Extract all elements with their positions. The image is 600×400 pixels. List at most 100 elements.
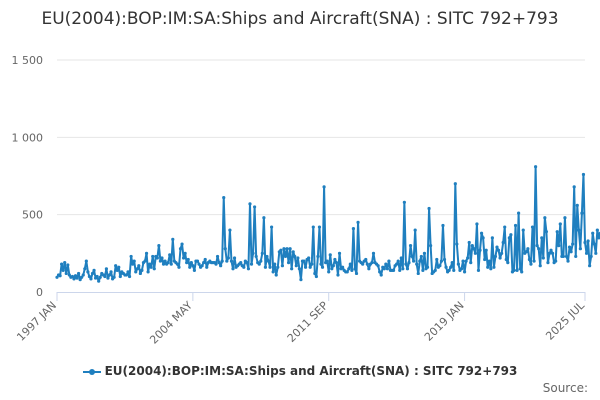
data-point[interactable]: [117, 265, 121, 269]
data-point[interactable]: [143, 259, 147, 263]
data-point[interactable]: [148, 262, 152, 266]
data-point[interactable]: [219, 264, 223, 268]
data-point[interactable]: [518, 267, 522, 271]
data-point[interactable]: [223, 247, 227, 251]
data-point[interactable]: [177, 265, 181, 269]
data-point[interactable]: [435, 257, 439, 262]
data-point[interactable]: [63, 261, 67, 265]
data-point[interactable]: [483, 257, 487, 262]
data-point[interactable]: [152, 267, 156, 271]
data-point[interactable]: [425, 265, 430, 269]
data-point[interactable]: [549, 248, 553, 252]
data-point[interactable]: [438, 264, 442, 268]
data-point[interactable]: [90, 271, 95, 276]
data-point[interactable]: [453, 182, 457, 186]
data-point[interactable]: [195, 259, 200, 263]
data-point[interactable]: [580, 211, 584, 215]
data-point[interactable]: [245, 261, 249, 265]
data-point[interactable]: [501, 240, 505, 245]
data-point[interactable]: [319, 262, 323, 266]
data-point[interactable]: [95, 274, 99, 279]
data-point[interactable]: [354, 271, 359, 276]
data-point[interactable]: [334, 261, 339, 265]
data-point[interactable]: [217, 261, 221, 265]
data-point[interactable]: [521, 228, 525, 232]
data-point[interactable]: [498, 256, 502, 260]
data-point[interactable]: [586, 239, 590, 243]
data-point[interactable]: [282, 247, 286, 251]
data-point[interactable]: [118, 274, 122, 279]
data-point[interactable]: [583, 240, 587, 245]
data-point[interactable]: [507, 236, 511, 240]
data-point[interactable]: [387, 259, 391, 263]
data-point[interactable]: [395, 262, 399, 266]
data-point[interactable]: [490, 236, 494, 240]
data-point[interactable]: [429, 244, 433, 248]
data-point[interactable]: [191, 264, 195, 268]
data-point[interactable]: [60, 262, 64, 266]
data-point[interactable]: [534, 165, 538, 169]
data-point[interactable]: [157, 244, 161, 248]
data-point[interactable]: [594, 251, 598, 255]
data-point[interactable]: [350, 268, 354, 272]
data-point[interactable]: [294, 264, 298, 268]
data-point[interactable]: [248, 202, 252, 206]
data-point[interactable]: [452, 268, 456, 272]
data-point[interactable]: [401, 267, 405, 271]
data-point[interactable]: [408, 244, 413, 248]
data-point[interactable]: [192, 268, 196, 272]
data-point[interactable]: [581, 172, 586, 177]
data-point[interactable]: [149, 265, 153, 269]
data-point[interactable]: [225, 259, 229, 263]
data-point[interactable]: [270, 225, 274, 229]
data-point[interactable]: [175, 262, 180, 266]
data-point[interactable]: [407, 261, 411, 265]
data-point[interactable]: [314, 274, 318, 279]
data-point[interactable]: [427, 206, 431, 211]
data-point[interactable]: [202, 261, 206, 265]
data-point[interactable]: [262, 216, 266, 220]
data-point[interactable]: [544, 230, 549, 234]
legend-item[interactable]: EU(2004):BOP:IM:SA:Ships and Aircraft(SN…: [0, 364, 600, 378]
data-point[interactable]: [506, 261, 510, 265]
data-point[interactable]: [307, 256, 311, 260]
data-point[interactable]: [163, 259, 167, 263]
data-point[interactable]: [229, 259, 234, 263]
data-point[interactable]: [376, 264, 380, 268]
data-point[interactable]: [109, 270, 113, 274]
data-point[interactable]: [161, 262, 166, 266]
data-point[interactable]: [592, 242, 596, 246]
data-point[interactable]: [171, 237, 175, 242]
data-point[interactable]: [285, 247, 289, 251]
data-point[interactable]: [189, 261, 193, 265]
data-point[interactable]: [382, 267, 386, 271]
data-point[interactable]: [433, 268, 437, 272]
data-point[interactable]: [455, 242, 459, 246]
data-point[interactable]: [137, 264, 141, 268]
data-point[interactable]: [203, 257, 207, 262]
data-point[interactable]: [486, 265, 490, 269]
data-point[interactable]: [527, 257, 532, 262]
data-point[interactable]: [83, 267, 87, 271]
data-point[interactable]: [214, 262, 218, 266]
data-point[interactable]: [526, 247, 530, 251]
data-point[interactable]: [367, 267, 371, 271]
data-point[interactable]: [84, 259, 88, 263]
data-point[interactable]: [134, 270, 138, 274]
data-point[interactable]: [361, 262, 365, 266]
data-point[interactable]: [351, 226, 356, 231]
data-point[interactable]: [512, 268, 516, 272]
data-point[interactable]: [571, 242, 575, 246]
data-point[interactable]: [365, 262, 369, 266]
data-point[interactable]: [540, 236, 544, 240]
data-point[interactable]: [293, 254, 297, 259]
data-point[interactable]: [61, 268, 65, 272]
data-point[interactable]: [439, 259, 444, 263]
data-point[interactable]: [379, 273, 383, 277]
data-point[interactable]: [231, 267, 235, 271]
credits-source[interactable]: Source:: [542, 381, 588, 395]
data-point[interactable]: [246, 267, 251, 271]
data-point[interactable]: [385, 267, 389, 271]
data-point[interactable]: [489, 267, 493, 271]
data-point[interactable]: [336, 273, 340, 277]
